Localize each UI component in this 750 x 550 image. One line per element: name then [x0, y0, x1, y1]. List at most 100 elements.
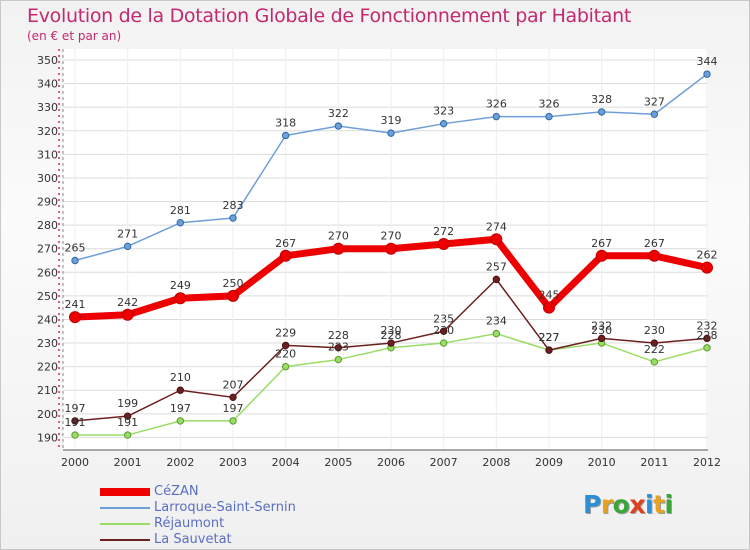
data-label-lasauvetat: 227: [539, 331, 560, 344]
data-point-rejaumont: [492, 329, 501, 338]
data-point-lasauvetat: [334, 344, 343, 352]
data-label-rejaumont: 220: [275, 348, 296, 361]
x-tick-label: 2009: [535, 456, 563, 469]
chart-subtitle: (en € et par an): [27, 29, 122, 43]
x-tick-label: 2007: [430, 456, 458, 469]
y-tick-label: 220: [37, 361, 58, 374]
data-label-cezan: 242: [117, 296, 138, 309]
y-tick-label: 250: [37, 290, 58, 303]
logo-letter: t: [653, 490, 665, 519]
data-point-lasauvetat: [71, 417, 79, 425]
data-label-lasauvetat: 210: [170, 371, 191, 384]
y-tick-label: 280: [37, 219, 58, 232]
data-point-larroque: [229, 214, 237, 222]
x-tick-label: 2000: [61, 456, 89, 469]
y-tick-label: 240: [37, 313, 58, 326]
y-tick-label: 190: [37, 431, 58, 444]
data-label-larroque: 327: [644, 95, 665, 108]
y-tick-label: 300: [37, 172, 58, 185]
data-label-cezan: 267: [644, 237, 665, 250]
data-point-cezan: [490, 233, 503, 246]
legend-label-rejaumont: Réjaumont: [154, 516, 225, 531]
data-point-cezan: [121, 308, 134, 321]
data-point-larroque: [703, 70, 711, 78]
legend-label-larroque: Larroque-Saint-Sernin: [154, 500, 296, 515]
data-point-lasauvetat: [650, 339, 659, 347]
data-point-lasauvetat: [229, 393, 237, 402]
data-point-lasauvetat: [492, 275, 501, 284]
logo-letter: P: [583, 490, 601, 519]
data-point-rejaumont: [439, 339, 448, 347]
x-tick-label: 2008: [482, 456, 510, 469]
data-label-cezan: 272: [433, 225, 454, 238]
data-label-larroque: 326: [486, 98, 507, 111]
data-label-rejaumont: 228: [381, 329, 402, 342]
x-tick-label: 2011: [640, 456, 668, 469]
legend-swatch-larroque: [100, 507, 150, 509]
data-point-cezan: [385, 242, 397, 255]
data-label-larroque: 322: [328, 107, 349, 120]
data-point-rejaumont: [176, 417, 185, 425]
y-tick-label: 230: [37, 337, 58, 350]
data-label-rejaumont: 227: [539, 331, 560, 344]
data-label-cezan: 270: [328, 230, 349, 243]
data-label-rejaumont: 234: [486, 315, 507, 328]
data-label-larroque: 281: [170, 204, 191, 217]
y-tick-label: 270: [37, 243, 58, 256]
legend-item-rejaumont: Réjaumont: [100, 516, 360, 532]
data-point-cezan: [701, 261, 713, 274]
data-label-cezan: 262: [697, 249, 718, 262]
y-tick-label: 210: [37, 384, 58, 397]
data-point-cezan: [648, 249, 661, 262]
y-tick-label: 310: [37, 148, 58, 161]
legend-swatch-lasauvetat: [100, 539, 150, 541]
logo-letter: r: [600, 490, 613, 519]
legend-swatch-rejaumont: [100, 523, 150, 525]
chart-title: Evolution de la Dotation Globale de Fonc…: [27, 5, 632, 27]
logo-letter: i: [645, 490, 654, 519]
data-point-larroque: [492, 112, 501, 121]
x-tick-label: 2001: [114, 456, 142, 469]
data-label-lasauvetat: 230: [644, 324, 665, 337]
data-point-larroque: [439, 119, 448, 128]
data-label-lasauvetat: 229: [275, 326, 296, 339]
data-label-lasauvetat: 232: [591, 319, 612, 332]
data-label-larroque: 344: [697, 55, 718, 68]
legend-label-cezan: CéZAN: [154, 484, 199, 499]
data-point-lasauvetat: [597, 334, 606, 343]
data-point-lasauvetat: [281, 341, 290, 350]
data-label-cezan: 241: [65, 298, 86, 311]
data-point-lasauvetat: [703, 334, 711, 343]
data-point-cezan: [174, 292, 187, 305]
y-tick-label: 320: [37, 125, 58, 138]
data-label-larroque: 319: [381, 114, 402, 127]
data-point-rejaumont: [650, 358, 659, 366]
legend-swatch-cezan: [100, 488, 150, 496]
data-point-cezan: [69, 311, 81, 324]
data-label-lasauvetat: 230: [381, 324, 402, 337]
legend-item-cezan: CéZAN: [100, 484, 360, 500]
data-point-larroque: [650, 110, 659, 118]
data-point-rejaumont: [281, 362, 290, 371]
x-tick-label: 2005: [324, 456, 352, 469]
legend-item-larroque: Larroque-Saint-Sernin: [100, 500, 360, 516]
data-point-rejaumont: [703, 344, 711, 352]
data-label-lasauvetat: 199: [117, 397, 138, 410]
data-label-rejaumont: 230: [591, 324, 612, 337]
x-tick-label: 2004: [272, 456, 300, 469]
data-point-rejaumont: [71, 431, 79, 439]
data-label-lasauvetat: 232: [697, 319, 718, 332]
x-tick-label: 2006: [377, 456, 405, 469]
data-label-lasauvetat: 257: [486, 260, 507, 273]
data-point-larroque: [597, 108, 606, 116]
data-label-cezan: 274: [486, 220, 507, 233]
y-tick-label: 200: [37, 408, 58, 421]
data-label-lasauvetat: 235: [433, 312, 454, 325]
data-point-cezan: [279, 249, 292, 262]
data-point-larroque: [387, 129, 395, 137]
proxiti-logo: Proxiti: [583, 490, 673, 519]
data-point-cezan: [437, 237, 450, 250]
data-point-larroque: [334, 122, 343, 130]
y-tick-label: 350: [37, 54, 58, 67]
data-point-larroque: [71, 256, 79, 265]
